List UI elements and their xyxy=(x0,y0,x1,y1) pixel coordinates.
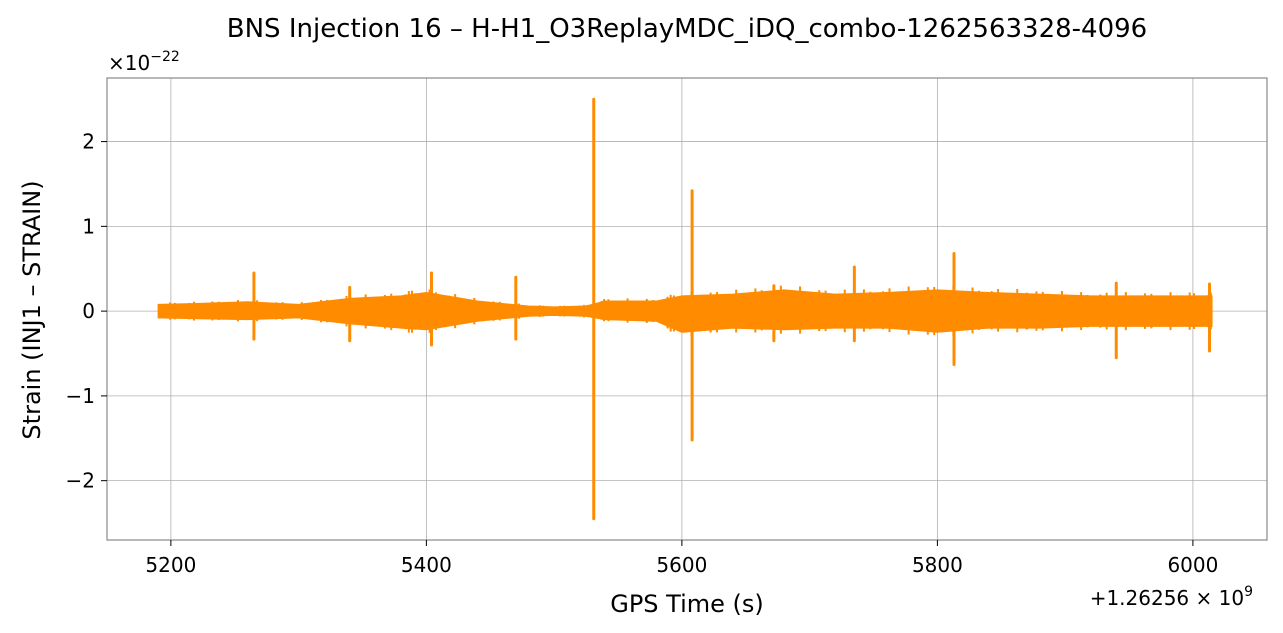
y-scale-exponent: −22 xyxy=(150,49,180,65)
plot-area xyxy=(157,97,1213,521)
x-tick-label: 5200 xyxy=(145,553,196,577)
svg-text:×10−22: ×10−22 xyxy=(108,49,180,75)
x-tick-label: 5600 xyxy=(656,553,707,577)
x-tick-label: 6000 xyxy=(1167,553,1218,577)
y-scale-factor: ×10−22 xyxy=(108,49,180,75)
y-tick-label: −1 xyxy=(66,384,95,408)
chart-title: BNS Injection 16 – H-H1_O3ReplayMDC_iDQ_… xyxy=(227,14,1147,44)
svg-text:+1.26256 × 109: +1.26256 × 109 xyxy=(1090,584,1253,610)
axes-frame xyxy=(106,77,1268,541)
y-axis-label: Strain (INJ1 – STRAIN) xyxy=(18,180,46,439)
x-axis-label: GPS Time (s) xyxy=(610,590,764,618)
y-tick-label: −2 xyxy=(66,469,95,493)
x-tick-label: 5400 xyxy=(401,553,452,577)
x-offset-exponent: 9 xyxy=(1244,584,1253,600)
x-offset-factor: +1.26256 × 109 xyxy=(1090,584,1253,610)
y-scale-label: ×10 xyxy=(108,51,150,75)
axis-ticks: 5200 5400 5600 5800 6000 2 1 0 −1 −2 xyxy=(66,130,1219,577)
y-tick-label: 0 xyxy=(82,299,95,323)
y-tick-label: 2 xyxy=(82,130,95,154)
x-offset-label: +1.26256 × 10 xyxy=(1090,586,1244,610)
y-tick-label: 1 xyxy=(82,214,95,238)
x-tick-label: 5800 xyxy=(912,553,963,577)
